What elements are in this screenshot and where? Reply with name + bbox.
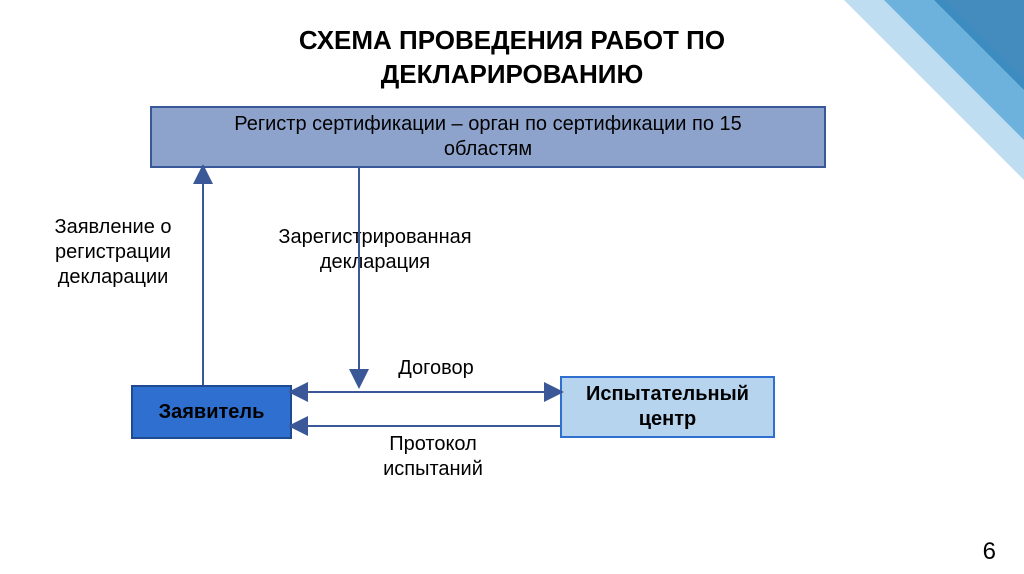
node-testing-center: Испытательный центр	[560, 376, 775, 438]
edge-label-contract: Договор	[376, 356, 496, 381]
label-registered-l1: Зарегистрированная	[278, 226, 471, 248]
label-application-l2: регистрации	[55, 241, 171, 263]
label-protocol-l1: Протокол	[389, 433, 477, 455]
node-registry-line2: областям	[444, 138, 532, 160]
page-number: 6	[983, 538, 996, 566]
node-applicant-label: Заявитель	[159, 400, 265, 425]
label-contract-text: Договор	[398, 357, 474, 379]
node-registry-line1: Регистр сертификации – орган по сертифик…	[234, 113, 742, 135]
node-center-line1: Испытательный	[586, 383, 749, 405]
label-application-l3: декларации	[58, 266, 169, 288]
edge-label-registered: Зарегистрированная декларация	[260, 225, 490, 275]
page-title: СХЕМА ПРОВЕДЕНИЯ РАБОТ ПО ДЕКЛАРИРОВАНИЮ	[0, 0, 1024, 92]
label-application-l1: Заявление о	[54, 216, 171, 238]
edge-label-application: Заявление о регистрации декларации	[38, 215, 188, 290]
node-registry: Регистр сертификации – орган по сертифик…	[150, 106, 826, 168]
title-line1: СХЕМА ПРОВЕДЕНИЯ РАБОТ ПО	[299, 25, 725, 55]
label-registered-l2: декларация	[320, 251, 430, 273]
node-applicant: Заявитель	[131, 385, 292, 439]
node-center-line2: центр	[639, 408, 697, 430]
title-line2: ДЕКЛАРИРОВАНИЮ	[381, 59, 644, 89]
edge-label-protocol: Протокол испытаний	[368, 432, 498, 482]
label-protocol-l2: испытаний	[383, 458, 483, 480]
